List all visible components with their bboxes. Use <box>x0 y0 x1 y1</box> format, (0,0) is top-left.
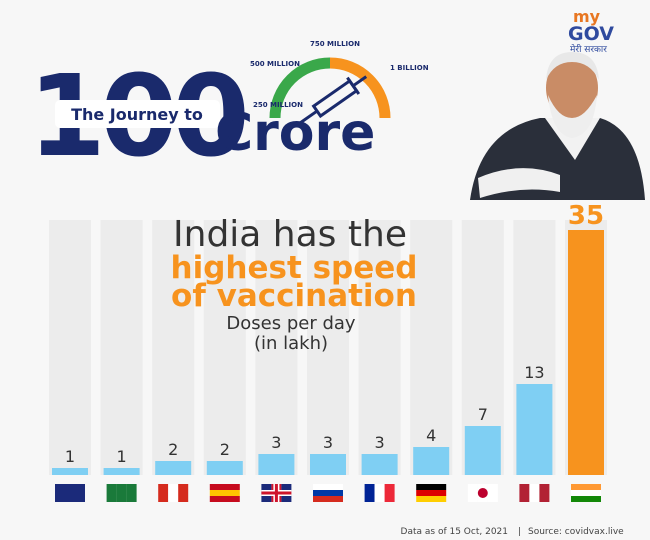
bar <box>361 454 398 475</box>
bar <box>310 454 346 475</box>
flag <box>313 484 343 502</box>
flag-stripe <box>168 484 179 502</box>
flag-stripe <box>178 484 189 502</box>
footnote: Source: covidvax.live <box>528 527 624 537</box>
bar <box>52 468 88 475</box>
flag <box>467 484 498 502</box>
prefix-box <box>55 100 220 128</box>
flag <box>519 484 550 502</box>
flag-stripe <box>209 496 240 502</box>
gauge-label: 1 BILLION <box>390 64 429 72</box>
bar-column-background <box>358 220 401 475</box>
logo-my: my <box>573 7 601 26</box>
flag-stripe <box>539 484 550 502</box>
flag-stripe <box>364 484 375 502</box>
bar-column-background <box>152 220 195 475</box>
chart-subtitle: Doses per day <box>226 313 356 334</box>
flag <box>55 484 85 502</box>
bar-column-background <box>410 220 453 475</box>
flag-stripe <box>313 490 343 496</box>
flag-stripe <box>519 484 530 502</box>
bar-column-background <box>49 220 91 475</box>
flag <box>571 484 601 502</box>
gauge-arc-green <box>269 57 331 119</box>
flag-stripe <box>209 490 240 496</box>
bar <box>516 384 553 475</box>
gauge-label: 250 MILLION <box>253 101 303 109</box>
header-word: Crore <box>215 103 375 163</box>
flag <box>416 484 447 502</box>
value-label: 2 <box>168 440 178 459</box>
value-label: 35 <box>568 201 604 231</box>
value-label: 3 <box>375 433 385 452</box>
flag-stripe <box>384 484 395 502</box>
syringe <box>299 75 368 124</box>
flag-stripe <box>313 484 343 490</box>
bar-column-background <box>203 220 246 475</box>
value-label: 1 <box>117 447 127 466</box>
bar <box>155 461 192 475</box>
gauge-label: 500 MILLION <box>250 60 300 68</box>
flag-stripe <box>158 484 169 502</box>
flag-stripe <box>416 484 447 490</box>
flag <box>209 484 240 502</box>
flag-stripe <box>313 496 343 502</box>
flag-cross <box>274 484 278 502</box>
flag-stripe <box>571 484 601 490</box>
bar <box>413 447 450 475</box>
value-label: 13 <box>524 363 544 382</box>
bar <box>206 461 243 475</box>
flag-stripe <box>374 484 385 502</box>
flag-stripe <box>209 484 240 490</box>
bar-chart: 1 1 2 2 3 3 3 4 7 13 35 <box>49 201 607 502</box>
bar-column-background <box>255 220 298 475</box>
flag-stripe <box>106 484 117 502</box>
gauge-label: 750 MILLION <box>310 40 360 48</box>
chart-title: of vaccination <box>171 278 417 314</box>
value-label: 7 <box>478 405 488 424</box>
value-label: 2 <box>220 440 230 459</box>
bar-column-background <box>307 220 349 475</box>
chart-subtitle: (in lakh) <box>254 333 328 354</box>
flag <box>261 484 292 502</box>
bar <box>103 468 140 475</box>
flag-stripe <box>529 484 540 502</box>
bar <box>464 426 501 475</box>
gauge-arc-orange <box>329 57 391 119</box>
footnote-separator: | <box>518 527 521 537</box>
flag-stripe <box>55 484 65 502</box>
value-label: 1 <box>65 447 75 466</box>
chart-title: India has the <box>173 214 407 255</box>
flag-stripe <box>116 484 127 502</box>
flag-stripe <box>65 484 75 502</box>
value-label: 3 <box>271 433 281 452</box>
flag-stripe <box>571 490 601 496</box>
flag-stripe <box>487 484 498 502</box>
flag <box>364 484 395 502</box>
logo-gov: GOV <box>568 23 614 45</box>
flag-stripe <box>416 490 447 496</box>
bar <box>568 230 604 475</box>
flag-emblem <box>477 488 488 498</box>
flag <box>106 484 137 502</box>
flag-stripe <box>416 496 447 502</box>
portrait <box>470 52 645 200</box>
flag-stripe <box>571 496 601 502</box>
chart-title: highest speed <box>171 250 418 286</box>
flag <box>158 484 189 502</box>
value-label: 4 <box>426 426 436 445</box>
bar <box>258 454 295 475</box>
flag-stripe <box>126 484 137 502</box>
header-prefix: The Journey to <box>71 105 203 124</box>
value-label: 3 <box>323 433 333 452</box>
flag-stripe <box>467 484 478 502</box>
footnote: Data as of 15 Oct, 2021 <box>401 527 508 537</box>
logo-tagline: मेरी सरकार <box>570 43 607 55</box>
bar-column-background <box>100 220 143 475</box>
flag-stripe <box>75 484 85 502</box>
